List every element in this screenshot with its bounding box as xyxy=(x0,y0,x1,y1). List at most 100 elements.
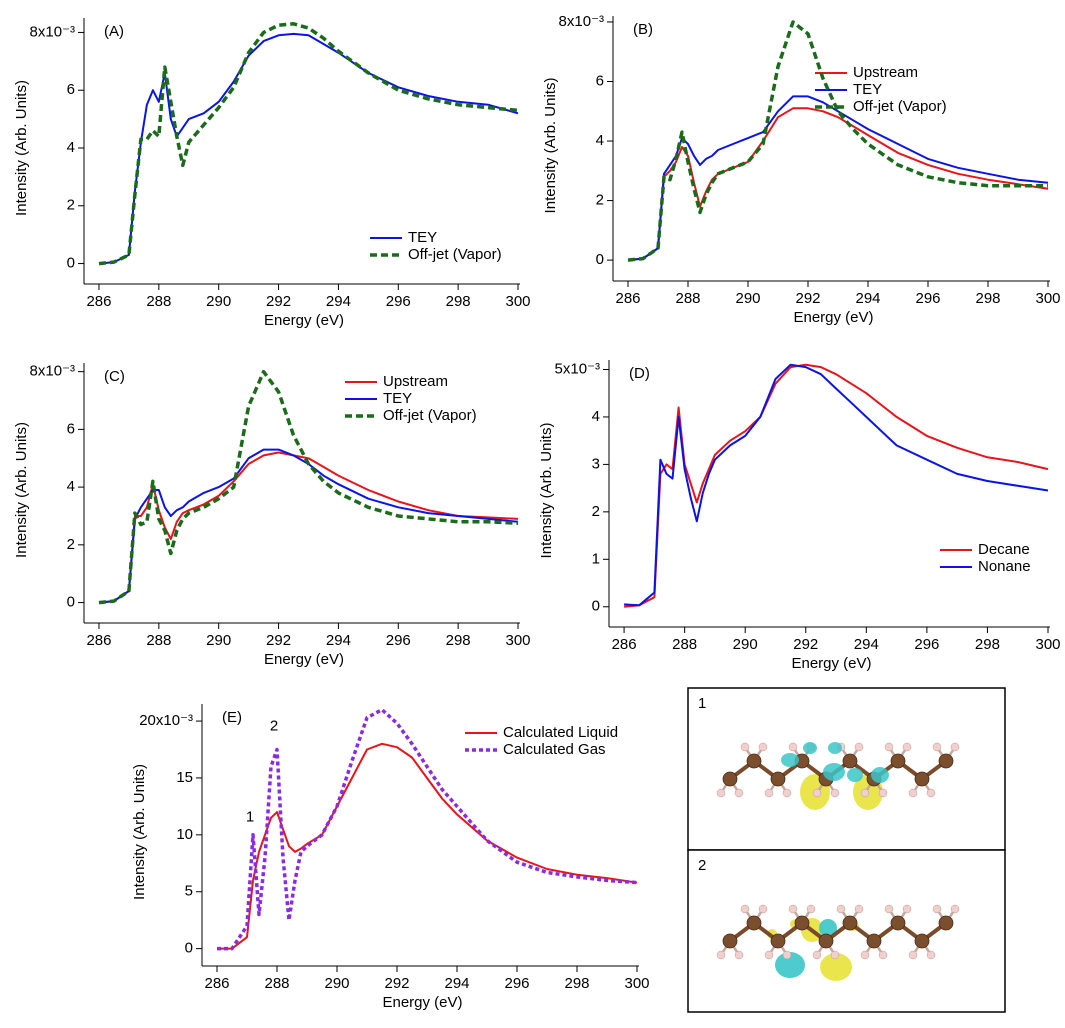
hydrogen xyxy=(812,950,822,960)
x-tick-label: 292 xyxy=(793,636,818,653)
x-tick-label: 288 xyxy=(146,632,171,649)
hydrogen xyxy=(926,788,936,798)
orbital-lobe xyxy=(781,753,799,767)
carbon xyxy=(794,915,810,931)
y-tick-label: 0 xyxy=(592,598,600,615)
x-tick-label: 296 xyxy=(914,636,939,653)
hydrogen xyxy=(830,788,840,798)
carbon xyxy=(746,915,762,931)
hydrogen xyxy=(950,904,960,914)
hydrogen xyxy=(860,950,870,960)
x-axis-title: Energy (eV) xyxy=(264,312,344,329)
y-tick-label: 4 xyxy=(67,478,75,495)
y-tick-label: 6 xyxy=(596,72,604,89)
orbital-lobe xyxy=(775,952,805,978)
legend-label: Upstream xyxy=(853,64,918,81)
x-tick-label: 286 xyxy=(612,636,637,653)
series-line xyxy=(627,20,1048,262)
carbon xyxy=(938,753,954,769)
hydrogen xyxy=(740,904,750,914)
inset-label: 2 xyxy=(698,857,706,874)
x-tick-label: 298 xyxy=(446,632,471,649)
x-tick-label: 294 xyxy=(326,632,351,649)
panel-label: (D) xyxy=(629,365,650,382)
y-tick-label: 2 xyxy=(67,536,75,553)
x-tick-label: 286 xyxy=(86,632,111,649)
x-tick-label: 300 xyxy=(505,293,530,310)
inset-label: 1 xyxy=(698,695,706,712)
y-tick-label: 4 xyxy=(596,132,604,149)
orbital-lobe xyxy=(823,763,845,781)
y-axis-title: Intensity (Arb. Units) xyxy=(542,78,559,214)
legend-label: TEY xyxy=(408,229,437,246)
x-tick-label: 296 xyxy=(386,293,411,310)
hydrogen xyxy=(950,742,960,752)
hydrogen xyxy=(836,904,846,914)
x-tick-label: 290 xyxy=(206,293,231,310)
carbon xyxy=(770,771,786,787)
y-tick-label: 0 xyxy=(67,594,75,611)
series-line xyxy=(624,363,1049,607)
carbon xyxy=(914,933,930,949)
inset-frame xyxy=(687,687,1006,851)
hydrogen xyxy=(758,742,768,752)
y-tick-label: 15 xyxy=(176,769,193,786)
hydrogen xyxy=(734,950,744,960)
orbital-lobe xyxy=(871,767,889,783)
y-tick-label: 8x10⁻³ xyxy=(30,363,75,380)
hydrogen xyxy=(932,904,942,914)
hydrogen xyxy=(926,950,936,960)
series-line xyxy=(627,95,1049,262)
panel-label: (B) xyxy=(633,21,653,38)
panel-label: (C) xyxy=(104,368,125,385)
x-tick-label: 288 xyxy=(146,293,171,310)
legend-label: TEY xyxy=(383,390,412,407)
panel-label: (A) xyxy=(104,23,124,40)
hydrogen xyxy=(908,788,918,798)
x-axis-title: Energy (eV) xyxy=(264,651,344,668)
y-tick-label: 0 xyxy=(185,940,193,957)
hydrogen xyxy=(932,742,942,752)
series-line xyxy=(624,363,1049,608)
legend-label: Off-jet (Vapor) xyxy=(383,407,477,424)
x-tick-label: 290 xyxy=(324,975,349,992)
y-tick-label: 6 xyxy=(67,81,75,98)
annotation: 1 xyxy=(246,809,254,826)
y-tick-label: 2 xyxy=(596,192,604,209)
hydrogen xyxy=(788,742,798,752)
y-tick-label: 5 xyxy=(185,883,193,900)
hydrogen xyxy=(764,950,774,960)
carbon xyxy=(842,915,858,931)
x-tick-label: 300 xyxy=(1035,636,1060,653)
x-tick-label: 288 xyxy=(675,290,700,307)
y-tick-label: 20x10⁻³ xyxy=(139,712,193,729)
x-tick-label: 294 xyxy=(444,975,469,992)
hydrogen xyxy=(830,950,840,960)
x-tick-label: 290 xyxy=(733,636,758,653)
x-tick-label: 290 xyxy=(206,632,231,649)
hydrogen xyxy=(782,950,792,960)
hydrogen xyxy=(902,904,912,914)
y-axis-title: Intensity (Arb. Units) xyxy=(538,423,555,559)
orbital-lobe xyxy=(819,919,837,937)
legend-label: Upstream xyxy=(383,373,448,390)
inset-frame xyxy=(687,849,1006,1013)
hydrogen xyxy=(878,950,888,960)
y-tick-label: 2 xyxy=(592,503,600,520)
hydrogen xyxy=(884,904,894,914)
hydrogen xyxy=(716,950,726,960)
carbon xyxy=(770,933,786,949)
hydrogen xyxy=(758,904,768,914)
x-tick-label: 298 xyxy=(564,975,589,992)
carbon xyxy=(890,753,906,769)
x-tick-label: 294 xyxy=(326,293,351,310)
x-tick-label: 294 xyxy=(854,636,879,653)
hydrogen xyxy=(782,788,792,798)
x-tick-label: 294 xyxy=(855,290,880,307)
hydrogen xyxy=(788,904,798,914)
hydrogen xyxy=(740,742,750,752)
hydrogen xyxy=(716,788,726,798)
y-tick-label: 8x10⁻³ xyxy=(559,13,604,30)
hydrogen xyxy=(806,904,816,914)
